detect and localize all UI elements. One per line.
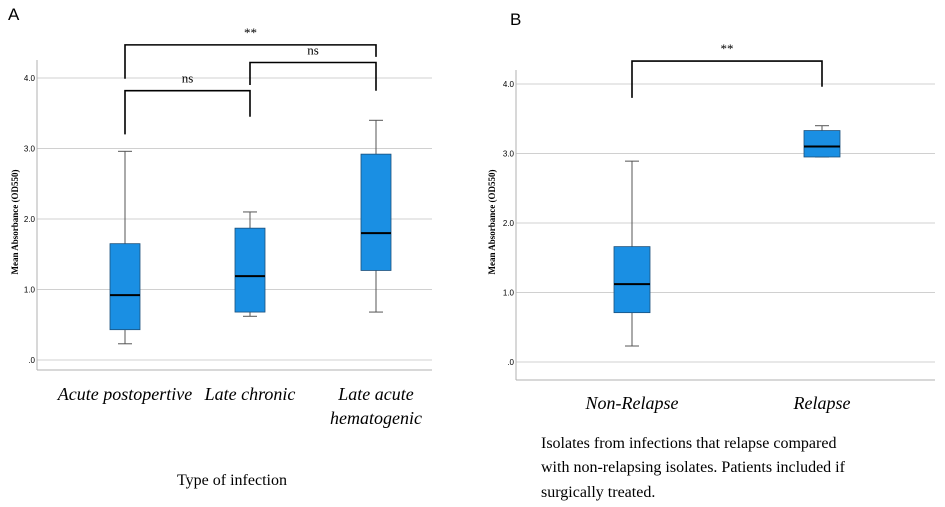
panel-a-y-tick-label-0: .0 [28,356,35,365]
panel-b-category-label-0-line-0: Non-Relapse [585,393,679,413]
panel-b-significance-bracket-0 [631,60,823,98]
panel-a-significance-bracket-0 [124,89,251,135]
panel-b-box-0-iqr [613,246,651,314]
panel-a-significance-label-2: ** [244,25,257,40]
panel-b-box-1-iqr [803,130,841,158]
panel-b-y-axis-label: Mean Absorbance (OD550) [487,170,497,275]
panel-b-category-label-1-line-0: Relapse [793,393,851,413]
panel-b-y-tick-label-2: 2.0 [503,219,515,228]
panel-a-x-axis-label: Type of infection [177,472,287,489]
panel-a-y-tick-label-2: 2.0 [24,215,36,224]
panel-a-y-tick-label-4: 4.0 [24,74,36,83]
panel-b-significance-label-0: ** [721,41,734,56]
panel-a-significance-label-0: ns [182,71,194,86]
panel-a-category-label-2-line-0: Late acute [337,384,413,404]
panel-a-plot: .0 1.0 2.0 3.0 4.0 Acute postopertive Late chr… [24,25,432,428]
panel-a-y-axis-label: Mean Absorbance (OD550) [10,170,20,275]
panel-b-y-tick-label-4: 4.0 [503,80,515,89]
panel-b-y-tick-label-3: 3.0 [503,150,515,159]
panel-b-y-tick-label-1: 1.0 [503,289,515,298]
panel-a-box-0-iqr [109,243,141,331]
panel-b-caption-line-2: with non-relapsing isolates. Patients in… [541,459,846,476]
panel-a-y-tick-label-1: 1.0 [24,286,36,295]
panel-b-letter: B [510,10,521,29]
panel-a-box-1-iqr [234,227,266,313]
panel-b-caption-line-1: Isolates from infections that relapse co… [541,435,836,452]
panel-a-significance-bracket-1 [249,61,377,91]
panel-a-box-2-iqr [360,153,392,271]
panel-a-y-tick-label-3: 3.0 [24,145,36,154]
panel-a-category-label-0-line-0: Acute postopertive [57,384,192,404]
panel-a-category-label-1-line-0: Late chronic [204,384,296,404]
panel-a-letter: A [8,5,20,24]
panel-a-category-label-2-line-1: hematogenic [330,408,422,428]
panel-b-caption-line-3: surgically treated. [541,484,655,501]
panel-b-y-tick-label-0: .0 [507,358,514,367]
panel-a-significance-bracket-2 [124,44,377,79]
panel-b-plot: .0 1.0 2.0 3.0 4.0 Non-Relapse Relapse ** [503,41,935,413]
panel-a-significance-label-1: ns [307,42,319,57]
